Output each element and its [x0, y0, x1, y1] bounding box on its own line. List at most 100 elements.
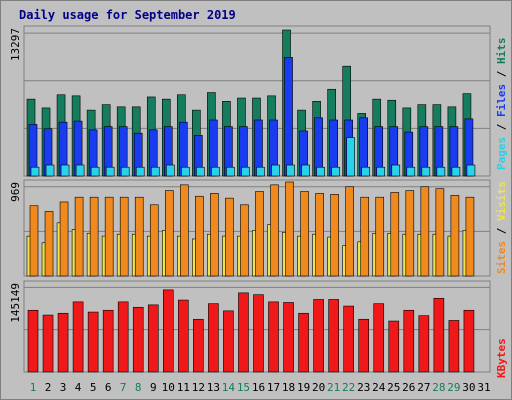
pages-bar — [346, 137, 355, 177]
kbytes-bar — [223, 310, 234, 373]
day-label: 8 — [135, 381, 142, 394]
kbytes-bar — [193, 318, 204, 373]
sites-bar — [330, 194, 339, 277]
day-label: 5 — [90, 381, 97, 394]
sites-bar — [59, 201, 69, 277]
kbytes-bar — [42, 314, 54, 373]
day-label: 27 — [417, 381, 430, 394]
sites-bar — [255, 191, 264, 277]
day-label: 21 — [327, 381, 340, 394]
day-label: 24 — [372, 381, 386, 394]
pages-bar — [120, 166, 130, 177]
legend-top-part: / — [495, 64, 508, 84]
pages-bar — [211, 166, 220, 177]
ymax-label-2: 969 — [9, 182, 22, 202]
legend-bottom-part: KBytes — [495, 338, 508, 378]
pages-bar — [376, 166, 386, 177]
pages-bar — [331, 166, 340, 177]
legend-middle: Sites / Visits — [495, 181, 508, 274]
kbytes-bar — [268, 301, 279, 373]
legend-top: Pages / Files / Hits — [495, 38, 508, 171]
sites-bar — [345, 186, 354, 277]
pages-bar — [135, 166, 145, 177]
sites-bar — [180, 184, 189, 277]
kbytes-bar — [343, 305, 354, 373]
sites-bar — [450, 194, 460, 277]
kbytes-bar — [403, 309, 415, 373]
pages-bar — [226, 166, 235, 177]
pages-bar — [196, 166, 205, 177]
kbytes-bar — [433, 297, 445, 373]
legend-bottom: KBytes — [495, 338, 508, 378]
day-label: 4 — [75, 381, 82, 394]
ymax-label-3: 145149 — [9, 283, 22, 323]
pages-bar — [75, 164, 85, 177]
kbytes-bar — [448, 320, 460, 373]
pages-bar — [301, 164, 310, 177]
legend-middle-part: Visits — [495, 181, 508, 221]
kbytes-bar — [298, 312, 309, 373]
kbytes-bar — [418, 315, 430, 373]
kbytes-bar — [313, 299, 324, 373]
pages-bar — [105, 166, 115, 177]
kbytes-bar — [238, 292, 249, 373]
kbytes-bar — [253, 294, 264, 373]
day-label: 28 — [432, 381, 445, 394]
pages-bar — [90, 166, 100, 177]
day-label: 2 — [45, 381, 52, 394]
day-label: 9 — [150, 381, 157, 394]
pages-bar — [60, 164, 70, 177]
kbytes-bar — [72, 301, 84, 373]
pages-bar — [421, 166, 431, 177]
sites-bar — [240, 204, 249, 277]
day-label: 18 — [282, 381, 295, 394]
day-label: 19 — [297, 381, 310, 394]
chart-title: Daily usage for September 2019 — [19, 8, 236, 22]
pages-bar — [406, 166, 416, 177]
sites-bar — [375, 196, 385, 277]
pages-bar — [181, 166, 190, 177]
day-label: 3 — [60, 381, 67, 394]
day-label: 10 — [162, 381, 175, 394]
day-label: 29 — [447, 381, 460, 394]
day-label: 11 — [177, 381, 190, 394]
day-label: 22 — [342, 381, 355, 394]
pages-bar — [436, 166, 446, 177]
pages-bar — [361, 166, 371, 177]
legend-top-part: Files — [495, 84, 508, 117]
pages-bar — [256, 166, 265, 177]
sites-bar — [270, 184, 279, 277]
kbytes-bar — [162, 289, 174, 373]
sites-bar — [89, 196, 99, 277]
sites-bar — [390, 192, 400, 277]
kbytes-bar — [117, 301, 129, 373]
kbytes-bar — [27, 309, 39, 373]
day-label: 15 — [237, 381, 250, 394]
pages-bar — [271, 164, 280, 177]
sites-bar — [300, 191, 309, 277]
day-label: 20 — [312, 381, 325, 394]
sites-bar — [104, 196, 114, 277]
pages-bar — [45, 164, 55, 177]
kbytes-bar — [358, 318, 370, 373]
kbytes-bar — [57, 312, 69, 373]
sites-bar — [149, 204, 159, 277]
day-label: 26 — [402, 381, 415, 394]
pages-bar — [165, 164, 175, 177]
pages-bar — [150, 166, 160, 177]
pages-bar — [466, 164, 476, 177]
day-label: 7 — [120, 381, 127, 394]
legend-middle-part: / — [495, 221, 508, 241]
day-label: 12 — [192, 381, 205, 394]
sites-bar — [119, 196, 129, 277]
kbytes-bar — [328, 299, 339, 373]
pages-bar — [241, 166, 250, 177]
pages-bar — [316, 166, 325, 177]
kbytes-bar — [283, 302, 294, 373]
day-label: 13 — [207, 381, 220, 394]
sites-bar — [360, 196, 370, 277]
kbytes-bar — [388, 320, 400, 373]
legend-top-part: Pages — [495, 137, 508, 170]
sites-bar — [44, 211, 54, 277]
kbytes-bar — [178, 299, 189, 373]
